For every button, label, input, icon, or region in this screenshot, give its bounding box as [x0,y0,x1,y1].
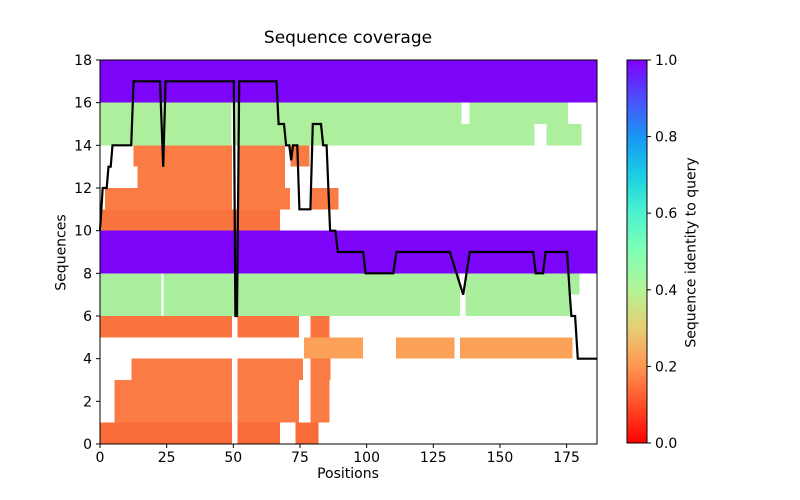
y-tick-label: 4 [83,352,92,368]
msa-row-12-segment [137,166,233,188]
msa-row-0-segment [100,422,233,444]
colorbar-tick-label: 0.4 [655,283,677,299]
msa-row-11-segment [310,188,339,210]
y-tick-label: 14 [74,138,92,154]
msa-row-3-segment [131,358,233,380]
x-tick-label: 75 [291,450,309,466]
msa-row-4-segment [303,337,364,359]
msa-row-6-segment [163,294,460,316]
msa-row-7-segment [465,273,580,295]
msa-row-7-segment [163,273,460,295]
msa-row-6-segment [100,294,162,316]
msa-row-1-segment [114,401,233,423]
x-tick-label: 50 [224,450,242,466]
msa-row-10-segment [101,209,280,231]
msa-row-5-segment [100,316,233,338]
colorbar-label: Sequence identity to query [683,157,700,348]
msa-row-2-segment [237,380,299,402]
colorbar-tick-label: 0.6 [655,206,677,222]
msa-row-15-segment [233,102,462,124]
msa-row-16-segment [100,81,597,103]
x-axis-label: Positions [317,466,379,482]
y-tick-label: 18 [74,53,92,69]
msa-row-13-segment [237,145,286,167]
y-tick-label: 6 [83,309,92,325]
colorbar-border [626,59,648,444]
y-tick-label: 8 [83,266,92,282]
chart-title: Sequence coverage [263,28,433,48]
x-tick-label: 125 [420,450,447,466]
x-tick-label: 100 [353,450,380,466]
msa-row-13-segment [133,145,233,167]
msa-row-1-segment [310,401,330,423]
msa-row-2-segment [310,380,330,402]
msa-row-11-segment [105,188,233,210]
msa-row-5-segment [237,316,299,338]
msa-row-3-segment [310,358,331,380]
msa-row-14-segment [233,124,535,146]
msa-row-4-segment [459,337,573,359]
y-tick-label: 0 [83,437,92,453]
msa-row-0-segment [237,422,280,444]
colorbar-tick-label: 0.8 [655,130,677,146]
plot-border [99,59,598,445]
msa-row-7-segment [100,273,162,295]
msa-row-12-segment [237,166,286,188]
msa-row-6-segment [465,294,572,316]
msa-row-9-segment [100,230,597,252]
x-tick-label: 150 [487,450,514,466]
colorbar [627,60,647,443]
msa-row-14-segment [546,124,582,146]
msa-row-14-segment [100,124,232,146]
msa-row-1-segment [237,401,299,423]
msa-row-5-segment [310,316,330,338]
coverage-line [98,80,597,360]
msa-row-3-segment [237,358,304,380]
msa-row-17-segment [100,60,597,82]
colorbar-tick-label: 0.0 [655,436,677,452]
msa-row-2-segment [114,380,233,402]
x-tick-label: 0 [96,450,105,466]
msa-row-0-segment [295,422,319,444]
colorbar-tick-label: 0.2 [655,359,677,375]
msa-row-4-segment [395,337,455,359]
msa-row-15-segment [469,102,569,124]
y-tick-label: 16 [74,96,92,112]
y-tick-label: 10 [74,224,92,240]
y-tick-label: 2 [83,394,92,410]
x-tick-label: 175 [553,450,580,466]
colorbar-tick-label: 1.0 [655,53,677,69]
msa-row-13-segment [290,145,310,167]
msa-row-8-segment [100,252,597,274]
y-tick-label: 12 [74,181,92,197]
x-tick-label: 25 [158,450,176,466]
msa-row-11-segment [237,188,290,210]
y-axis-label: Sequences [53,214,70,291]
